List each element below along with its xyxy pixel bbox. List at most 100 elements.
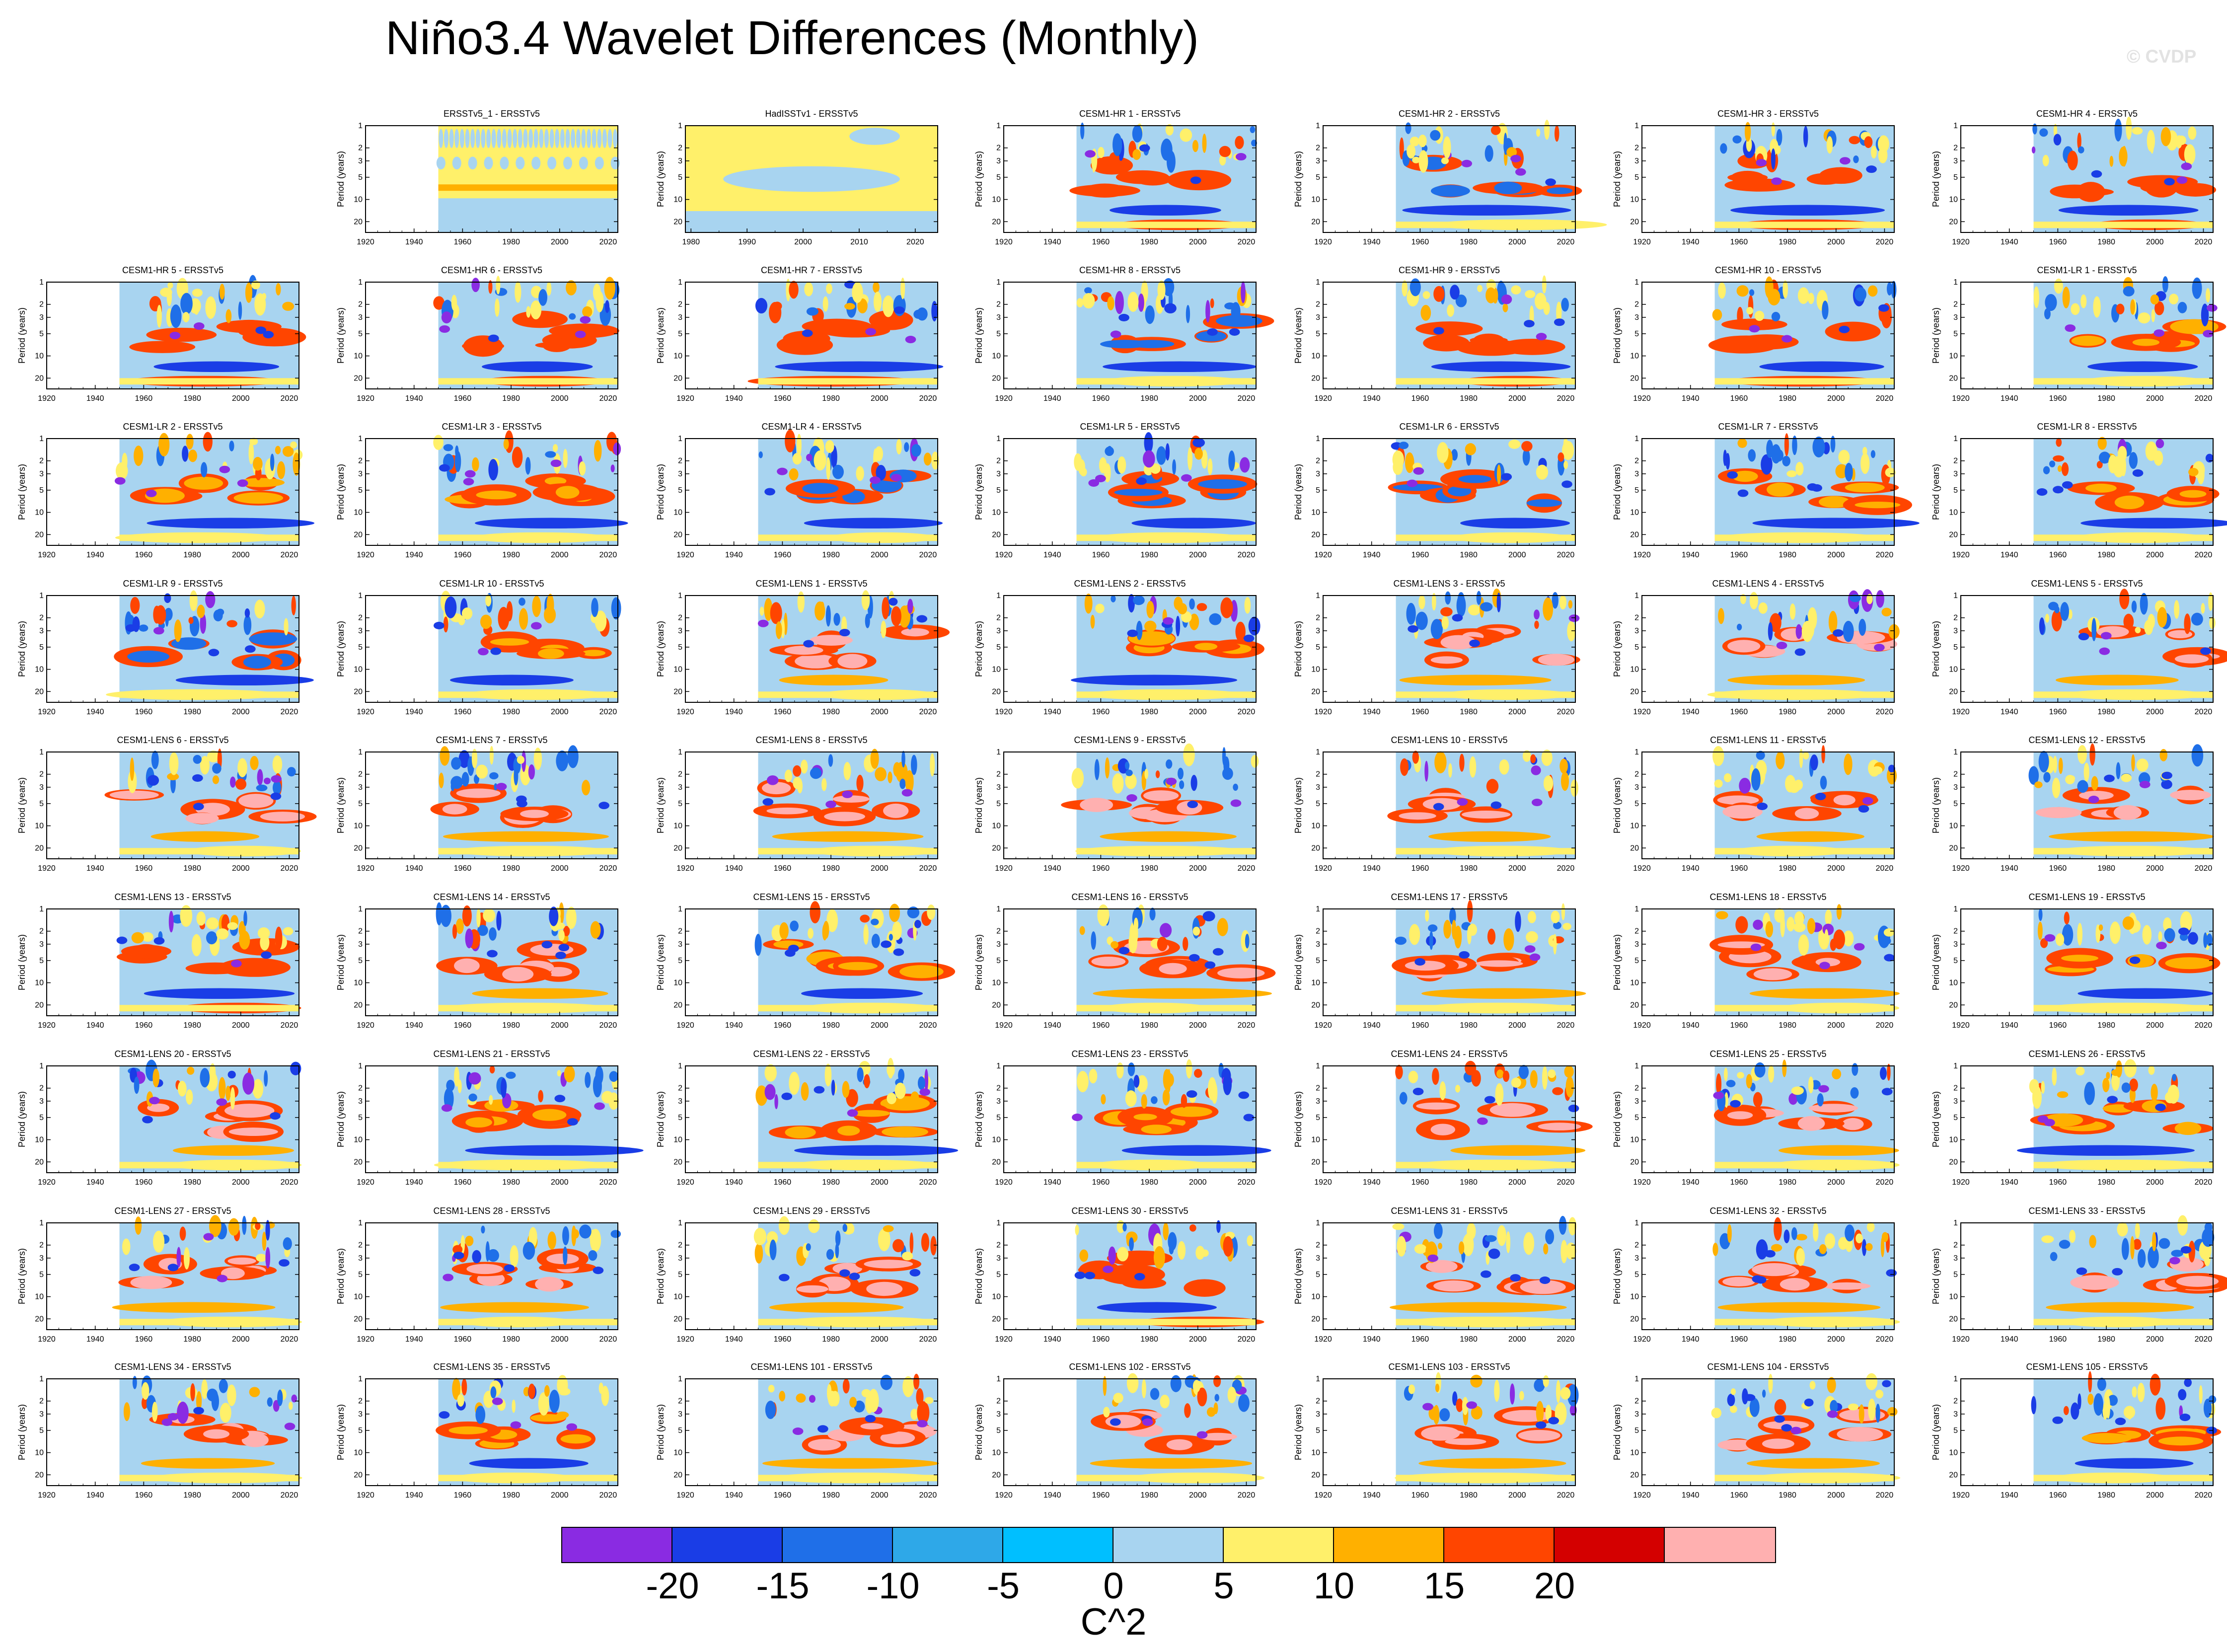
field-blob bbox=[1098, 147, 1105, 158]
panel-frame bbox=[46, 1065, 299, 1173]
field-blob bbox=[754, 934, 762, 956]
field-blob bbox=[1543, 597, 1554, 621]
x-tick-label: 1920 bbox=[1952, 864, 1970, 873]
field-blob bbox=[1468, 604, 1481, 616]
x-tick-label: 1980 bbox=[1460, 708, 1478, 716]
field-blob bbox=[519, 598, 525, 606]
field-blob bbox=[1726, 1080, 1736, 1087]
field-blob bbox=[1437, 442, 1449, 463]
panel-frame bbox=[685, 751, 938, 859]
y-tick-label: 2 bbox=[358, 457, 363, 465]
field-blob bbox=[1496, 593, 1501, 612]
field-band bbox=[758, 1162, 938, 1169]
field-blob bbox=[1443, 919, 1452, 939]
y-tick-label: 10 bbox=[1311, 822, 1320, 830]
field-band bbox=[119, 378, 299, 385]
field-blob bbox=[852, 1110, 891, 1117]
y-axis-label: Period (years) bbox=[1931, 307, 1941, 364]
field-blob bbox=[1835, 464, 1848, 479]
field-blob bbox=[1187, 800, 1198, 809]
y-tick-label: 1 bbox=[358, 905, 363, 913]
field-blob bbox=[1126, 794, 1137, 802]
field-blob bbox=[553, 444, 558, 452]
x-tick-label: 1920 bbox=[1633, 1178, 1651, 1187]
field-blob bbox=[1128, 931, 1138, 954]
y-axis-label: Period (years) bbox=[656, 1248, 666, 1304]
field-blob bbox=[1515, 911, 1521, 932]
field-blob bbox=[2165, 957, 2214, 970]
field-blob bbox=[2148, 1065, 2155, 1075]
panel-frame bbox=[1003, 751, 1257, 859]
x-tick-label: 2000 bbox=[1189, 708, 1207, 716]
y-axis-label: Period (years) bbox=[336, 934, 346, 990]
y-tick-label: 1 bbox=[1316, 122, 1320, 130]
field-blob bbox=[1428, 924, 1438, 932]
y-tick-label: 2 bbox=[1316, 927, 1320, 936]
field-blob bbox=[1562, 923, 1571, 930]
field-blob bbox=[893, 762, 901, 777]
x-tick-label: 1940 bbox=[1363, 708, 1381, 716]
x-tick-label: 1960 bbox=[1092, 238, 1110, 246]
field-blob bbox=[781, 618, 785, 639]
x-tick-label: 2000 bbox=[551, 1335, 569, 1344]
x-tick-label: 2000 bbox=[1827, 1178, 1845, 1187]
field-blob bbox=[2181, 162, 2192, 170]
x-tick-label: 1960 bbox=[135, 864, 153, 873]
field-blob bbox=[909, 1232, 914, 1254]
field-band bbox=[175, 675, 314, 686]
field-blob bbox=[1886, 282, 1892, 296]
field-blob bbox=[2052, 777, 2061, 799]
field-blob bbox=[2091, 170, 2102, 178]
field-blob bbox=[1748, 295, 1754, 318]
x-tick-label: 1920 bbox=[676, 551, 694, 559]
field-blob bbox=[1495, 1083, 1504, 1106]
field-blob bbox=[209, 1063, 216, 1084]
field-blob bbox=[1133, 175, 1172, 183]
panel-frame bbox=[1641, 125, 1895, 233]
x-tick-label: 2020 bbox=[919, 1021, 937, 1030]
field-blob bbox=[185, 813, 219, 824]
field-blob bbox=[1078, 459, 1086, 475]
x-tick-label: 1940 bbox=[86, 1335, 104, 1344]
field-blob bbox=[221, 1267, 245, 1279]
x-tick-label: 2020 bbox=[1557, 1178, 1575, 1187]
field-blob bbox=[468, 156, 477, 170]
y-tick-label: 5 bbox=[1316, 173, 1320, 182]
field-blob bbox=[1724, 1092, 1728, 1108]
y-tick-label: 5 bbox=[358, 330, 363, 338]
field-blob bbox=[1832, 1068, 1842, 1080]
y-tick-label: 2 bbox=[1316, 614, 1320, 622]
field-blob bbox=[2203, 932, 2208, 948]
field-blob bbox=[528, 764, 535, 780]
panel-frame bbox=[1003, 125, 1257, 233]
y-tick-label: 5 bbox=[1953, 800, 1958, 808]
field-blob bbox=[849, 1273, 860, 1280]
field-blob bbox=[451, 757, 461, 770]
field-blob bbox=[563, 926, 570, 937]
field-blob bbox=[1451, 449, 1458, 461]
field-blob bbox=[207, 751, 220, 762]
field-blob bbox=[778, 1274, 790, 1281]
y-tick-label: 3 bbox=[1316, 940, 1320, 949]
field-blob bbox=[1113, 133, 1122, 156]
field-blob bbox=[1782, 335, 1792, 343]
field-blob bbox=[1165, 443, 1170, 461]
x-tick-label: 2000 bbox=[1827, 1021, 1845, 1030]
field-blob bbox=[1768, 289, 1781, 305]
field-blob bbox=[187, 1066, 195, 1075]
x-tick-label: 2000 bbox=[871, 1178, 889, 1187]
y-tick-label: 3 bbox=[678, 470, 682, 478]
field-blob bbox=[900, 277, 905, 300]
y-tick-label: 20 bbox=[354, 1001, 363, 1009]
field-blob bbox=[1713, 1091, 1724, 1099]
y-tick-label: 1 bbox=[678, 278, 682, 287]
x-tick-label: 1940 bbox=[1043, 238, 1061, 246]
field-blob bbox=[142, 1116, 153, 1124]
y-tick-label: 2 bbox=[358, 144, 363, 152]
field-blob bbox=[500, 1078, 507, 1098]
panel-title: CESM1-LENS 26 - ERSSTv5 bbox=[2028, 1049, 2145, 1059]
y-tick-label: 2 bbox=[678, 614, 682, 622]
y-tick-label: 1 bbox=[678, 905, 682, 913]
